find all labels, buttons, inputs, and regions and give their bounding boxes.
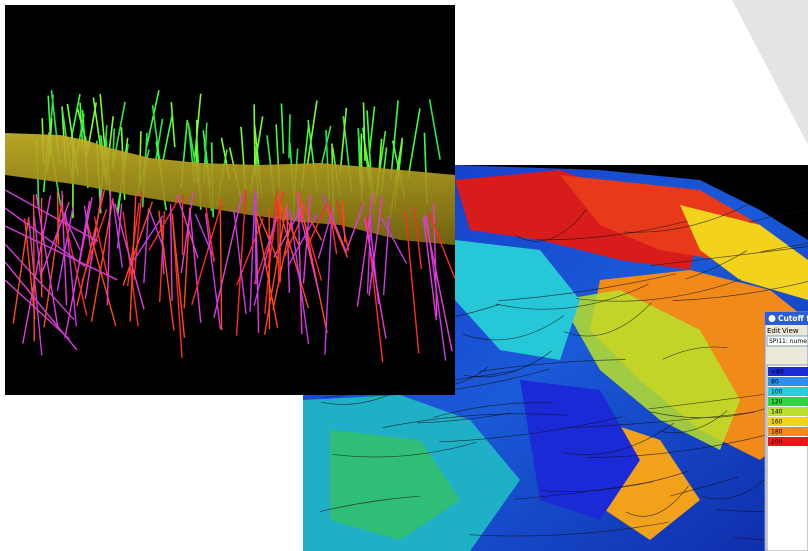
decor-shape xyxy=(732,0,808,145)
drillhole-view xyxy=(5,5,455,395)
drill-hole xyxy=(289,114,290,158)
field-text: SPI11: nume xyxy=(769,338,807,345)
legend-label: 200 xyxy=(771,439,783,446)
legend-label: 140 xyxy=(771,409,783,416)
legend-label: <80 xyxy=(771,369,784,376)
scene: Cutoff f Edit View SPI11: nume <80 80 100 1… xyxy=(0,0,808,551)
legend-label: 120 xyxy=(771,399,783,406)
drill-hole xyxy=(255,190,256,284)
window-icon xyxy=(769,315,776,322)
legend-label: 100 xyxy=(771,389,783,396)
page: {"window": {"title": "Cutoff f", "menu":… xyxy=(0,0,808,551)
menu-item[interactable]: Edit xyxy=(767,327,781,335)
legend-label: 160 xyxy=(771,419,783,426)
window-title: Cutoff f xyxy=(778,314,808,323)
drill-hole xyxy=(57,192,58,245)
menu-item[interactable]: View xyxy=(782,327,799,335)
cutoff-window: Cutoff f Edit View SPI11: nume <80 80 100 1… xyxy=(765,312,808,551)
legend-label: 180 xyxy=(771,429,783,436)
legend-label: 80 xyxy=(771,379,779,386)
drill-hole xyxy=(34,195,35,342)
